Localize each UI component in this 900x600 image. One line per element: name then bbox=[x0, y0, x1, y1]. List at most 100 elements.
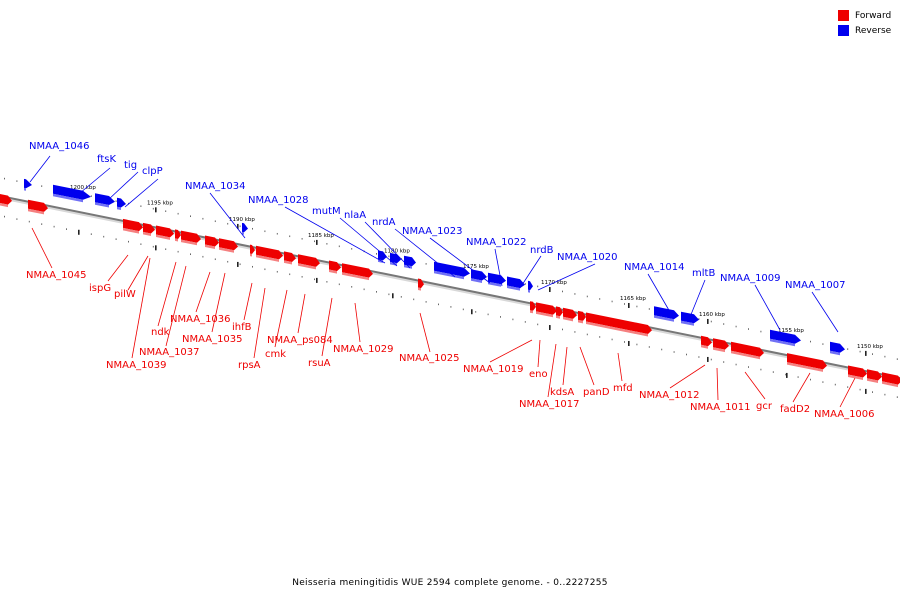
forward-gene-block-shadow bbox=[0, 203, 8, 208]
major-tick-bottom bbox=[865, 388, 867, 394]
reverse-gene-block bbox=[242, 222, 248, 233]
reverse-gene-block-shadow bbox=[830, 350, 840, 356]
forward-leader-line bbox=[211, 272, 226, 333]
minor-tick-top bbox=[90, 195, 92, 197]
minor-tick-bottom bbox=[723, 361, 725, 363]
reverse-gene-block bbox=[507, 276, 525, 289]
reverse-leader-line bbox=[29, 155, 51, 183]
reverse-leader-line bbox=[284, 206, 386, 264]
forward-leader-line bbox=[157, 261, 177, 327]
reverse-gene-block bbox=[24, 178, 32, 189]
forward-leader-line bbox=[321, 297, 333, 357]
minor-tick-top bbox=[41, 185, 43, 187]
minor-tick-bottom bbox=[28, 220, 30, 223]
minor-tick-top bbox=[351, 248, 353, 250]
reverse-gene-block bbox=[434, 261, 470, 277]
major-tick-bottom bbox=[628, 340, 630, 346]
minor-tick-top bbox=[276, 232, 278, 235]
reverse-leader-line bbox=[519, 255, 542, 289]
reverse-gene-label-nlaa: nlaA bbox=[344, 210, 366, 221]
minor-tick-top bbox=[574, 293, 576, 295]
reverse-leader-line bbox=[811, 291, 839, 333]
minor-tick-bottom bbox=[760, 368, 762, 371]
minor-tick-top bbox=[599, 298, 601, 300]
legend: Forward Reverse bbox=[838, 9, 900, 39]
forward-gene-label-nmaa-1029: NMAA_1029 bbox=[333, 344, 394, 355]
reverse-gene-label-nmaa-1007: NMAA_1007 bbox=[785, 280, 846, 291]
reverse-gene-label-nmaa-1020: NMAA_1020 bbox=[557, 252, 618, 263]
minor-tick-bottom bbox=[586, 333, 588, 336]
forward-gene-block bbox=[143, 222, 155, 234]
minor-tick-top bbox=[698, 318, 700, 320]
forward-leader-line bbox=[744, 371, 766, 400]
reverse-gene-block-shadow bbox=[117, 206, 121, 210]
major-tick-bottom bbox=[155, 245, 157, 251]
minor-tick-bottom bbox=[698, 356, 700, 358]
minor-tick-top bbox=[16, 180, 18, 182]
forward-swatch bbox=[838, 10, 849, 21]
minor-tick-bottom bbox=[810, 378, 811, 381]
minor-tick-bottom bbox=[847, 386, 849, 388]
minor-tick-top bbox=[884, 355, 886, 358]
reverse-gene-block-shadow bbox=[24, 187, 26, 191]
reverse-gene-block bbox=[654, 306, 679, 320]
forward-gene-label-ihfb: ihfB bbox=[232, 322, 252, 333]
minor-tick-bottom bbox=[512, 318, 514, 321]
forward-leader-line bbox=[792, 372, 811, 403]
tick-label: 1160 kbp bbox=[699, 312, 725, 318]
minor-tick-top bbox=[624, 303, 625, 305]
tick-label: 1165 kbp bbox=[620, 296, 646, 302]
forward-gene-block bbox=[250, 244, 255, 254]
forward-gene-block-shadow bbox=[536, 311, 553, 318]
tick-label: 1190 kbp bbox=[229, 217, 255, 223]
legend-forward-label: Forward bbox=[855, 10, 892, 21]
minor-tick-bottom bbox=[4, 215, 5, 218]
forward-gene-block-shadow bbox=[701, 344, 708, 349]
forward-gene-block-shadow bbox=[143, 231, 151, 236]
minor-tick-top bbox=[190, 215, 191, 218]
forward-leader-line bbox=[419, 312, 431, 353]
minor-tick-top bbox=[202, 217, 204, 220]
forward-gene-block bbox=[175, 229, 181, 239]
minor-tick-bottom bbox=[177, 250, 179, 253]
reverse-leader-line bbox=[494, 248, 503, 287]
forward-gene-label-rsua: rsuA bbox=[308, 358, 331, 369]
forward-leader-line bbox=[579, 346, 595, 386]
minor-tick-top bbox=[611, 300, 613, 303]
forward-leader-line bbox=[195, 271, 211, 313]
reverse-gene-label-nrdb: nrdB bbox=[530, 245, 554, 256]
reverse-gene-label-nmaa-1046: NMAA_1046 bbox=[29, 141, 90, 152]
major-tick-bottom bbox=[471, 309, 473, 315]
minor-tick-top bbox=[872, 353, 873, 355]
minor-tick-bottom bbox=[438, 303, 439, 306]
minor-tick-bottom bbox=[115, 238, 117, 240]
forward-leader-line bbox=[107, 254, 129, 282]
forward-gene-block-shadow bbox=[578, 319, 583, 324]
minor-tick-bottom bbox=[338, 283, 340, 286]
minor-tick-bottom bbox=[400, 296, 402, 298]
forward-gene-block-shadow bbox=[713, 347, 725, 353]
reverse-gene-label-nrda: nrdA bbox=[372, 217, 396, 228]
forward-gene-label-nmaa-1019: NMAA_1019 bbox=[463, 364, 524, 375]
minor-tick-top bbox=[177, 212, 179, 215]
reverse-gene-label-nmaa-1028: NMAA_1028 bbox=[248, 195, 309, 206]
reverse-gene-block-shadow bbox=[770, 338, 795, 347]
forward-gene-block-shadow bbox=[175, 238, 178, 242]
forward-gene-label-nmaa-1011: NMAA_1011 bbox=[690, 402, 751, 413]
reverse-gene-block bbox=[53, 184, 91, 200]
legend-item-reverse: Reverse bbox=[838, 24, 900, 37]
forward-gene-block bbox=[556, 306, 563, 317]
reverse-gene-label-nmaa-1023: NMAA_1023 bbox=[402, 226, 463, 237]
minor-tick-bottom bbox=[487, 313, 489, 316]
forward-gene-block-shadow bbox=[342, 272, 369, 281]
minor-tick-top bbox=[710, 320, 712, 323]
forward-leader-line bbox=[839, 377, 856, 408]
minor-tick-bottom bbox=[41, 223, 43, 225]
forward-gene-block bbox=[787, 353, 827, 370]
major-tick-bottom bbox=[392, 293, 394, 299]
forward-leader-line bbox=[165, 265, 187, 347]
major-tick-top bbox=[237, 223, 239, 229]
minor-tick-bottom bbox=[90, 233, 92, 235]
reverse-gene-block bbox=[378, 250, 387, 261]
forward-gene-block bbox=[867, 369, 882, 381]
